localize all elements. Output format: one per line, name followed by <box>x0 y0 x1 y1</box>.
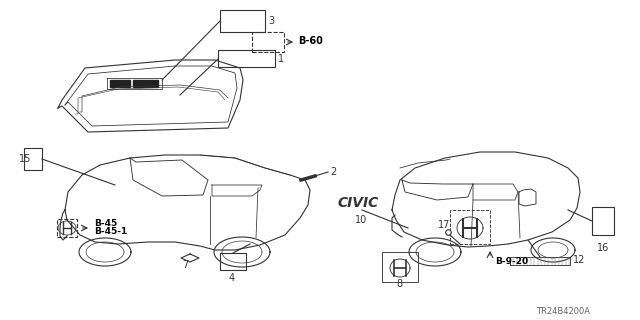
Text: B-60: B-60 <box>298 36 323 46</box>
Text: B-9-20: B-9-20 <box>495 258 528 267</box>
Text: B-45: B-45 <box>94 219 117 228</box>
Polygon shape <box>110 80 130 87</box>
Bar <box>57 219 77 237</box>
Bar <box>220 253 246 270</box>
Text: TR24B4200A: TR24B4200A <box>536 308 590 316</box>
Text: 7: 7 <box>182 260 188 270</box>
Bar <box>592 207 614 235</box>
Text: 8: 8 <box>396 279 402 289</box>
Text: 4: 4 <box>229 273 235 283</box>
Text: 10: 10 <box>355 215 367 225</box>
Text: B-45-1: B-45-1 <box>94 228 127 236</box>
Text: 3: 3 <box>268 16 274 26</box>
Polygon shape <box>133 80 158 87</box>
Bar <box>450 210 490 244</box>
Text: 1: 1 <box>278 54 284 64</box>
Text: 15: 15 <box>19 154 31 164</box>
Bar <box>220 10 265 32</box>
Text: 12: 12 <box>573 255 586 265</box>
Bar <box>218 50 275 67</box>
Text: 2: 2 <box>330 167 336 177</box>
Bar <box>382 252 418 282</box>
Text: CIVIC: CIVIC <box>337 196 378 210</box>
Bar <box>24 148 42 170</box>
Text: 17: 17 <box>438 220 450 230</box>
Text: 16: 16 <box>597 243 609 253</box>
Bar <box>252 32 284 52</box>
